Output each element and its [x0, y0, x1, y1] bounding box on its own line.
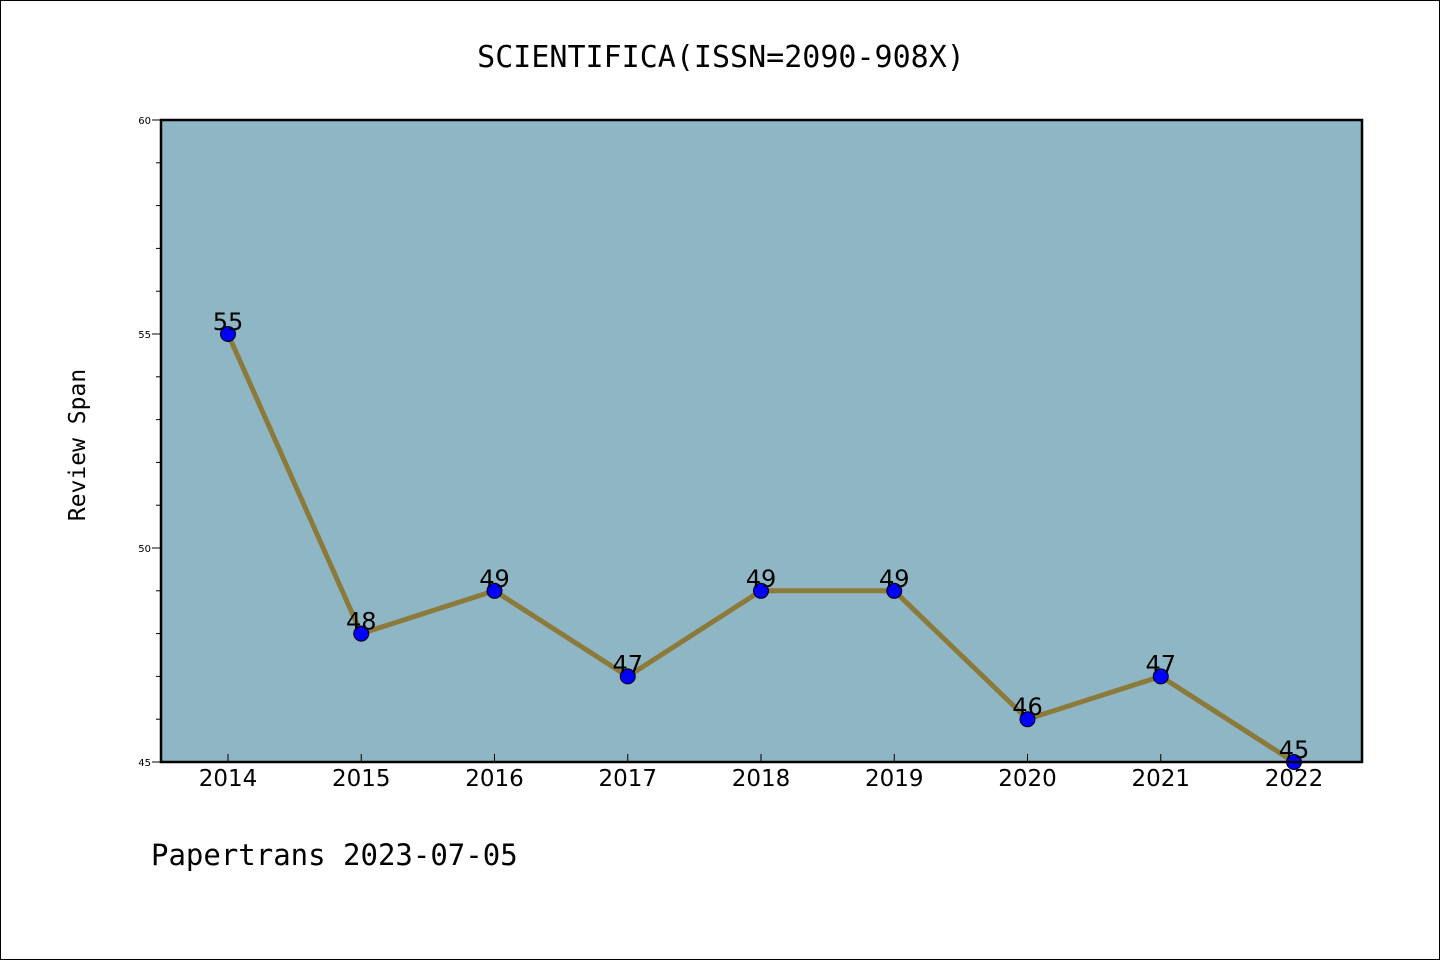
plot-border: [159, 118, 1364, 764]
y-axis-ticks: 45 50 55 60: [138, 116, 161, 769]
x-tick-label: 2016: [465, 766, 524, 792]
series-group: 55 48 49 47 49 49 46 47 45: [213, 308, 1310, 770]
x-tick-label: 2015: [332, 766, 391, 792]
x-tick-label: 2017: [598, 766, 657, 792]
x-tick-label: 2020: [998, 766, 1057, 792]
data-label: 45: [1279, 736, 1310, 764]
data-point: [619, 668, 636, 685]
x-tick-label: 2014: [199, 766, 258, 792]
footer-watermark: Papertrans 2023-07-05: [151, 838, 518, 872]
data-label: 49: [879, 565, 910, 593]
x-tick-label: 2018: [732, 766, 791, 792]
chart-title: SCIENTIFICA(ISSN=2090-908X): [477, 40, 965, 75]
x-tick-label: 2019: [865, 766, 924, 792]
x-tick-label: 2021: [1131, 766, 1190, 792]
data-point: [1019, 711, 1036, 728]
x-axis-ticks: 2014 2015 2016 2017 2018 2019 2020 2021 2022: [199, 754, 1324, 792]
data-label: 47: [612, 650, 643, 678]
y-tick-label: 55: [138, 330, 151, 341]
plot-area: [161, 120, 1362, 762]
data-label: 46: [1012, 693, 1043, 721]
y-axis-label: Review Span: [65, 369, 91, 521]
y-tick-label: 60: [138, 116, 151, 127]
y-tick-label: 45: [138, 758, 151, 769]
data-point: [220, 326, 236, 342]
x-tick-label: 2022: [1265, 766, 1324, 792]
y-tick-label: 50: [138, 544, 151, 555]
data-point: [1152, 668, 1169, 685]
data-label: 47: [1145, 650, 1176, 678]
data-label: 55: [213, 308, 244, 336]
data-label: 49: [479, 565, 510, 593]
data-point: [353, 625, 370, 642]
data-point: [886, 582, 903, 599]
data-point: [486, 582, 503, 599]
data-label: 49: [746, 565, 777, 593]
data-label: 48: [346, 608, 377, 636]
data-point: [753, 582, 769, 599]
